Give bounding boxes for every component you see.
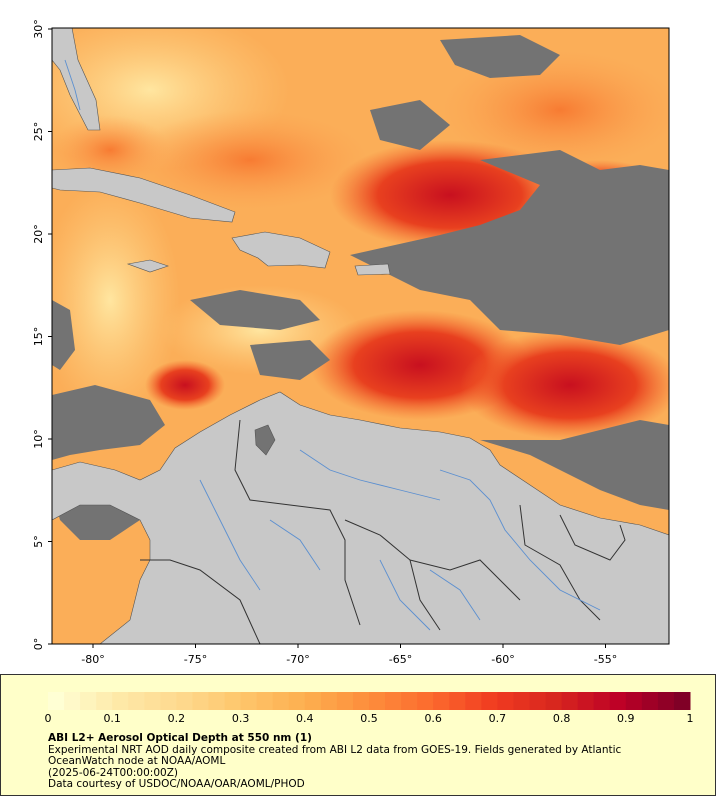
colorbar-swatch	[529, 692, 547, 710]
colorbar-swatch	[577, 692, 595, 710]
longitude-axis: -80° -75° -70° -65° -60° -55°	[81, 644, 617, 666]
lon-tick-label: -60°	[491, 653, 514, 666]
colorbar-swatch	[96, 692, 113, 710]
colorbar-tick-label: 0.7	[489, 712, 507, 725]
colorbar-tick-label: 0.2	[168, 712, 186, 725]
colorbar-swatch	[64, 692, 81, 710]
land-hispaniola	[231, 231, 331, 269]
colorbar-swatch	[288, 692, 306, 710]
lat-tick-label: 30°	[32, 19, 45, 39]
lake-maracaibo	[254, 424, 276, 456]
colorbar-swatch	[625, 692, 643, 710]
colorbar-tick-label: 0.5	[360, 712, 378, 725]
legend-title: ABI L2+ Aerosol Optical Depth at 550 nm …	[48, 732, 312, 744]
legend-panel: 0 0.1 0.2 0.3 0.4 0.5 0.6 0.7 0.8 0.9 1 ABI L2+ Ae…	[0, 674, 716, 796]
aod-plume-high	[145, 360, 225, 410]
colorbar-swatch	[336, 692, 354, 710]
land-cuba	[52, 167, 236, 223]
aod-plume-high	[460, 330, 669, 440]
colorbar-tick-label: 0.9	[617, 712, 635, 725]
colorbar-swatch	[609, 692, 627, 710]
legend-credit: Data courtesy of USDOC/NOAA/OAR/AOML/PHO…	[48, 778, 305, 790]
colorbar-tick-label: 0.4	[296, 712, 314, 725]
colorbar-swatch	[497, 692, 514, 710]
colorbar-swatch	[657, 692, 675, 710]
no-data-areas	[52, 35, 669, 540]
lat-tick-label: 20°	[32, 224, 45, 244]
colorbar-tick-labels: 0 0.1 0.2 0.3 0.4 0.5 0.6 0.7 0.8 0.9 1	[45, 712, 694, 725]
colorbar-tick-label: 1	[687, 712, 694, 725]
colorbar-swatch	[224, 692, 242, 710]
country-borders	[140, 419, 626, 644]
land-jamaica	[126, 259, 169, 273]
colorbar-tick-label: 0	[45, 712, 52, 725]
lon-tick-label: -80°	[81, 653, 104, 666]
colorbar-swatch	[449, 692, 466, 710]
aod-plume-high	[52, 115, 170, 185]
colorbar-swatch	[320, 692, 338, 710]
colorbar-swatch	[304, 692, 322, 710]
colorbar-swatch	[417, 692, 434, 710]
legend-description-line-2: OceanWatch node at NOAA/AOML	[48, 755, 226, 767]
lat-tick-label: 15°	[32, 327, 45, 347]
colorbar-swatch	[401, 692, 418, 710]
colorbar-swatch	[128, 692, 145, 710]
colorbar-swatch	[144, 692, 161, 710]
lat-tick-label: 10°	[32, 429, 45, 449]
legend-description-line-1: Experimental NRT AOD daily composite cre…	[48, 743, 622, 756]
lon-tick-label: -55°	[594, 653, 617, 666]
colorbar-swatch	[433, 692, 450, 710]
colorbar-swatch	[176, 692, 193, 710]
colorbar-swatch	[352, 692, 370, 710]
aod-orange-region	[440, 50, 669, 170]
colorbar-swatch	[256, 692, 274, 710]
lat-tick-label: 0°	[32, 638, 45, 651]
aod-light-region	[52, 180, 180, 420]
colorbar-swatch	[513, 692, 530, 710]
colorbar-swatch	[112, 692, 129, 710]
colorbar-swatch	[192, 692, 209, 710]
colorbar-swatch	[593, 692, 611, 710]
colorbar-swatch	[385, 692, 402, 710]
colorbar-swatch	[673, 692, 691, 710]
colorbar: 0 0.1 0.2 0.3 0.4 0.5 0.6 0.7 0.8 0.9 1	[45, 692, 694, 725]
colorbar-swatch	[272, 692, 290, 710]
colorbar-swatch	[160, 692, 177, 710]
colorbar-swatch	[369, 692, 386, 710]
legend-text: ABI L2+ Aerosol Optical Depth at 550 nm …	[48, 732, 688, 791]
colorbar-swatch	[240, 692, 258, 710]
aod-orange-region	[130, 110, 370, 210]
colorbar-swatch	[641, 692, 659, 710]
rivers	[64, 59, 601, 631]
land-mass	[52, 28, 669, 644]
lon-tick-label: -65°	[389, 653, 412, 666]
lat-tick-label: 25°	[32, 122, 45, 142]
lon-tick-label: -75°	[184, 653, 207, 666]
colorbar-swatch	[465, 692, 482, 710]
colorbar-swatch	[481, 692, 498, 710]
land-puerto-rico	[354, 263, 391, 276]
map-figure: -80° -75° -70° -65° -60° -55° 0° 5° 10° 15° 20° 25…	[32, 19, 670, 666]
colorbar-tick-label: 0.6	[424, 712, 442, 725]
lat-tick-label: 5°	[32, 535, 45, 548]
colorbar-swatch	[48, 692, 65, 710]
land-florida	[52, 28, 101, 131]
colorbar-tick-label: 0.3	[232, 712, 250, 725]
latitude-axis: 0° 5° 10° 15° 20° 25° 30°	[32, 19, 52, 650]
colorbar-tick-label: 0.8	[553, 712, 571, 725]
lon-tick-label: -70°	[286, 653, 309, 666]
colorbar-swatches	[48, 692, 691, 710]
colorbar-tick-label: 0.1	[103, 712, 121, 725]
colorbar-swatch	[561, 692, 579, 710]
land-central-america	[52, 391, 669, 644]
colorbar-swatch	[545, 692, 563, 710]
colorbar-swatch	[80, 692, 97, 710]
colorbar-swatch	[208, 692, 226, 710]
legend-date: (2025-06-24T00:00:00Z)	[48, 766, 178, 779]
